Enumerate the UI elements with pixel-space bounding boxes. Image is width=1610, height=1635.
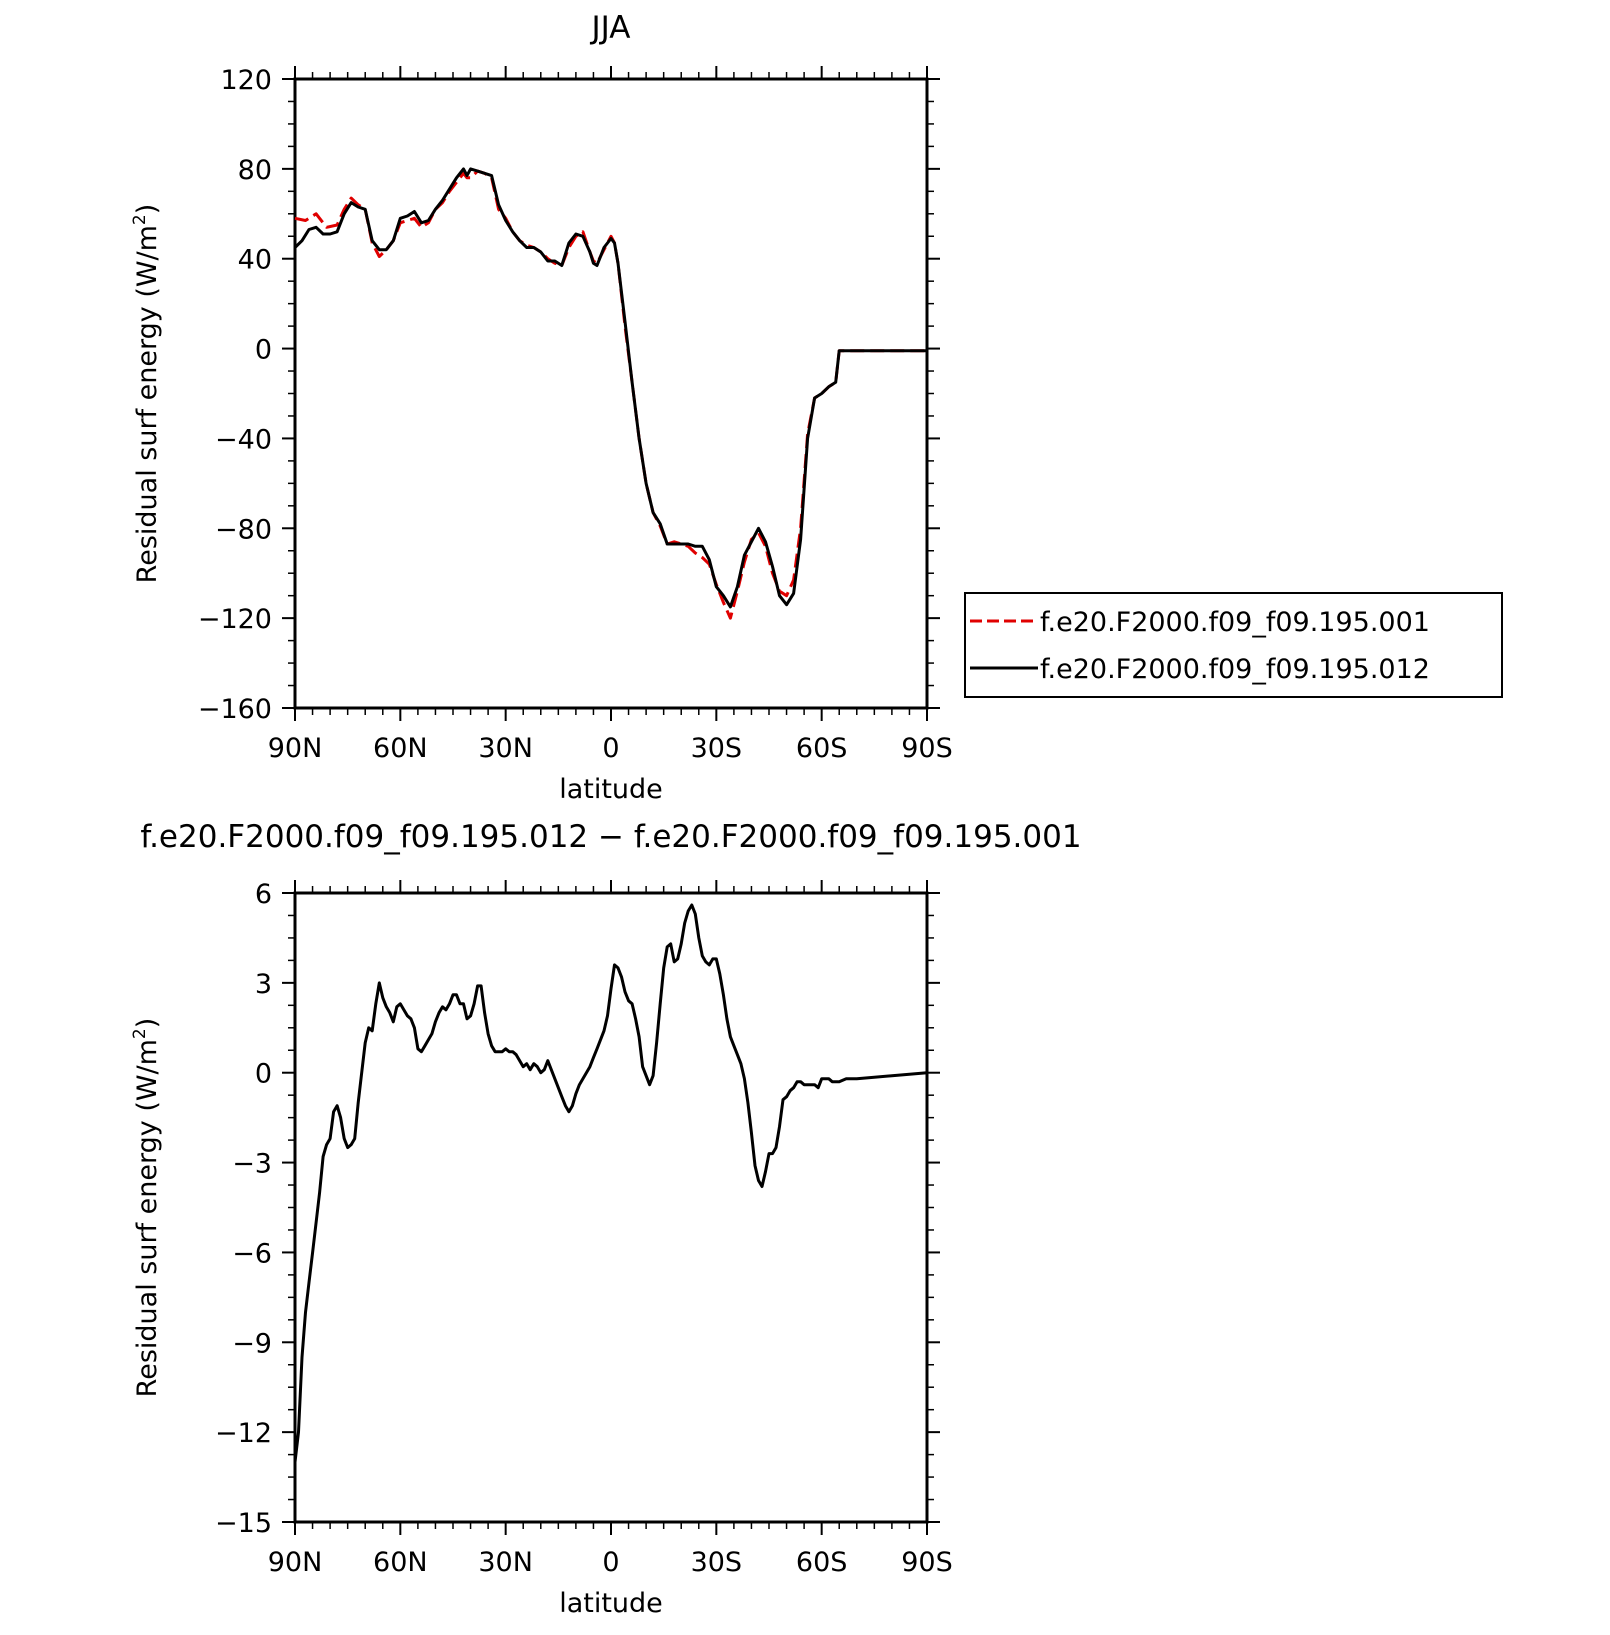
x-tick-label: 90N bbox=[268, 733, 323, 764]
series-line-2 bbox=[293, 167, 927, 609]
y-tick-label: −15 bbox=[215, 1508, 272, 1539]
y-tick-label: 6 bbox=[255, 879, 272, 910]
y-tick-label: −120 bbox=[198, 604, 272, 635]
x-tick-label: 30N bbox=[478, 1547, 533, 1578]
y-axis-label: Residual surf energy (W/m2) bbox=[130, 204, 163, 584]
y-tick-label: 3 bbox=[255, 969, 272, 1000]
y-tick-label: −80 bbox=[215, 514, 272, 545]
x-tick-label: 0 bbox=[602, 1547, 619, 1578]
y-tick-label: −160 bbox=[198, 694, 272, 725]
x-axis-label: latitude bbox=[559, 1588, 663, 1619]
y-axis-label: Residual surf energy (W/m2) bbox=[130, 1018, 163, 1398]
x-tick-label: 0 bbox=[602, 733, 619, 764]
x-tick-label: 30S bbox=[691, 1547, 743, 1578]
y-tick-label: 0 bbox=[255, 1059, 272, 1090]
y-tick-label: 80 bbox=[238, 155, 272, 186]
chart-title: f.e20.F2000.f09_f09.195.012 − f.e20.F200… bbox=[140, 819, 1081, 855]
chart-panel-1: JJA 90N 60N 30N 0 30S 60S 90S 120 80 40 0 −40 −80 −120… bbox=[130, 10, 1503, 805]
x-tick-label: 30N bbox=[478, 733, 533, 764]
x-tick-label: 60S bbox=[796, 733, 848, 764]
x-tick-label: 60S bbox=[796, 1547, 848, 1578]
y-tick-label: −9 bbox=[232, 1328, 272, 1359]
plot-frame bbox=[293, 77, 929, 710]
x-tick-label: 90S bbox=[901, 733, 953, 764]
series-line-1 bbox=[293, 903, 928, 1463]
x-tick-label: 60N bbox=[373, 733, 428, 764]
legend-label: f.e20.F2000.f09_f09.195.012 bbox=[1040, 654, 1430, 685]
chart-title: JJA bbox=[590, 10, 631, 46]
x-axis-label: latitude bbox=[559, 774, 663, 805]
x-tick-label: 90S bbox=[901, 1547, 953, 1578]
y-tick-label: −6 bbox=[232, 1238, 272, 1269]
y-tick-label: 120 bbox=[220, 65, 272, 96]
y-tick-label: −12 bbox=[215, 1418, 272, 1449]
y-tick-label: −40 bbox=[215, 424, 272, 455]
y-tick-label: 40 bbox=[238, 245, 272, 276]
x-tick-label: 60N bbox=[373, 1547, 428, 1578]
y-tick-label: 0 bbox=[255, 335, 272, 366]
y-tick-label: −3 bbox=[232, 1149, 272, 1180]
x-tick-label: 30S bbox=[691, 733, 743, 764]
legend-box bbox=[964, 592, 1503, 698]
x-tick-label: 90N bbox=[268, 1547, 323, 1578]
chart-panel-2: f.e20.F2000.f09_f09.195.012 − f.e20.F200… bbox=[130, 819, 1082, 1619]
legend-label: f.e20.F2000.f09_f09.195.001 bbox=[1040, 607, 1430, 638]
